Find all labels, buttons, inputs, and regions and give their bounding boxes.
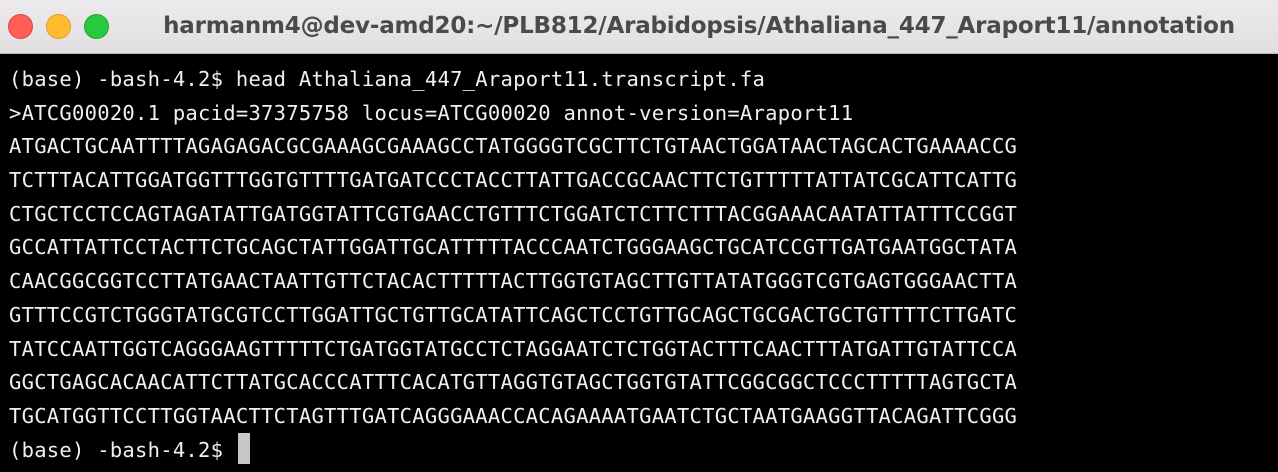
window-title: harmanm4@dev-amd20:~/PLB812/Arabidopsis/… (163, 13, 1235, 39)
prompt: (base) -bash-4.2$ (9, 67, 236, 91)
terminal-output[interactable]: (base) -bash-4.2$ head Athaliana_447_Ara… (0, 54, 1278, 472)
sequence-line: CTGCTCCTCCAGTAGATATTGATGGTATTCGTGAACCTGT… (9, 201, 1018, 226)
sequence-line: TCTTTACATTGGATGGTTTGGTGTTTTGATGATCCCTACC… (9, 168, 1018, 193)
sequence-line: TGCATGGTTCCTTGGTAACTTCTAGTTTGATCAGGGAAAC… (9, 403, 1018, 428)
prompt: (base) -bash-4.2$ (9, 437, 236, 462)
title-bar[interactable]: harmanm4@dev-amd20:~/PLB812/Arabidopsis/… (0, 0, 1278, 54)
minimize-button[interactable] (46, 14, 71, 39)
sequence-line: GTTTCCGTCTGGGTATGCGTCCTTGGATTGCTGTTGCATA… (9, 302, 1018, 327)
maximize-button[interactable] (84, 14, 109, 39)
command-line: (base) -bash-4.2$ head Athaliana_447_Ara… (9, 63, 1278, 97)
window-controls (8, 14, 109, 39)
text-cursor (237, 433, 250, 465)
sequence-line: CAACGGCGGTCCTTATGAACTAATTGTTCTACACTTTTTA… (9, 269, 1018, 294)
sequence-line: ATGACTGCAATTTTAGAGAGACGCGAAAGCGAAAGCCTAT… (9, 134, 1018, 159)
sequence-line: GGCTGAGCACAACATTCTTATGCACCCATTTCACATGTTA… (9, 370, 1018, 395)
sequence-line: GCCATTATTCCTACTTCTGCAGCTATTGGATTGCATTTTT… (9, 235, 1018, 260)
close-button[interactable] (8, 14, 33, 39)
fasta-header: >ATCG00020.1 pacid=37375758 locus=ATCG00… (9, 100, 854, 125)
command-text: head Athaliana_447_Araport11.transcript.… (235, 67, 766, 91)
active-prompt-line[interactable]: (base) -bash-4.2$ (9, 433, 1278, 468)
sequence-line: TATCCAATTGGTCAGGGAAGTTTTTCTGATGGTATGCCTC… (9, 336, 1018, 361)
